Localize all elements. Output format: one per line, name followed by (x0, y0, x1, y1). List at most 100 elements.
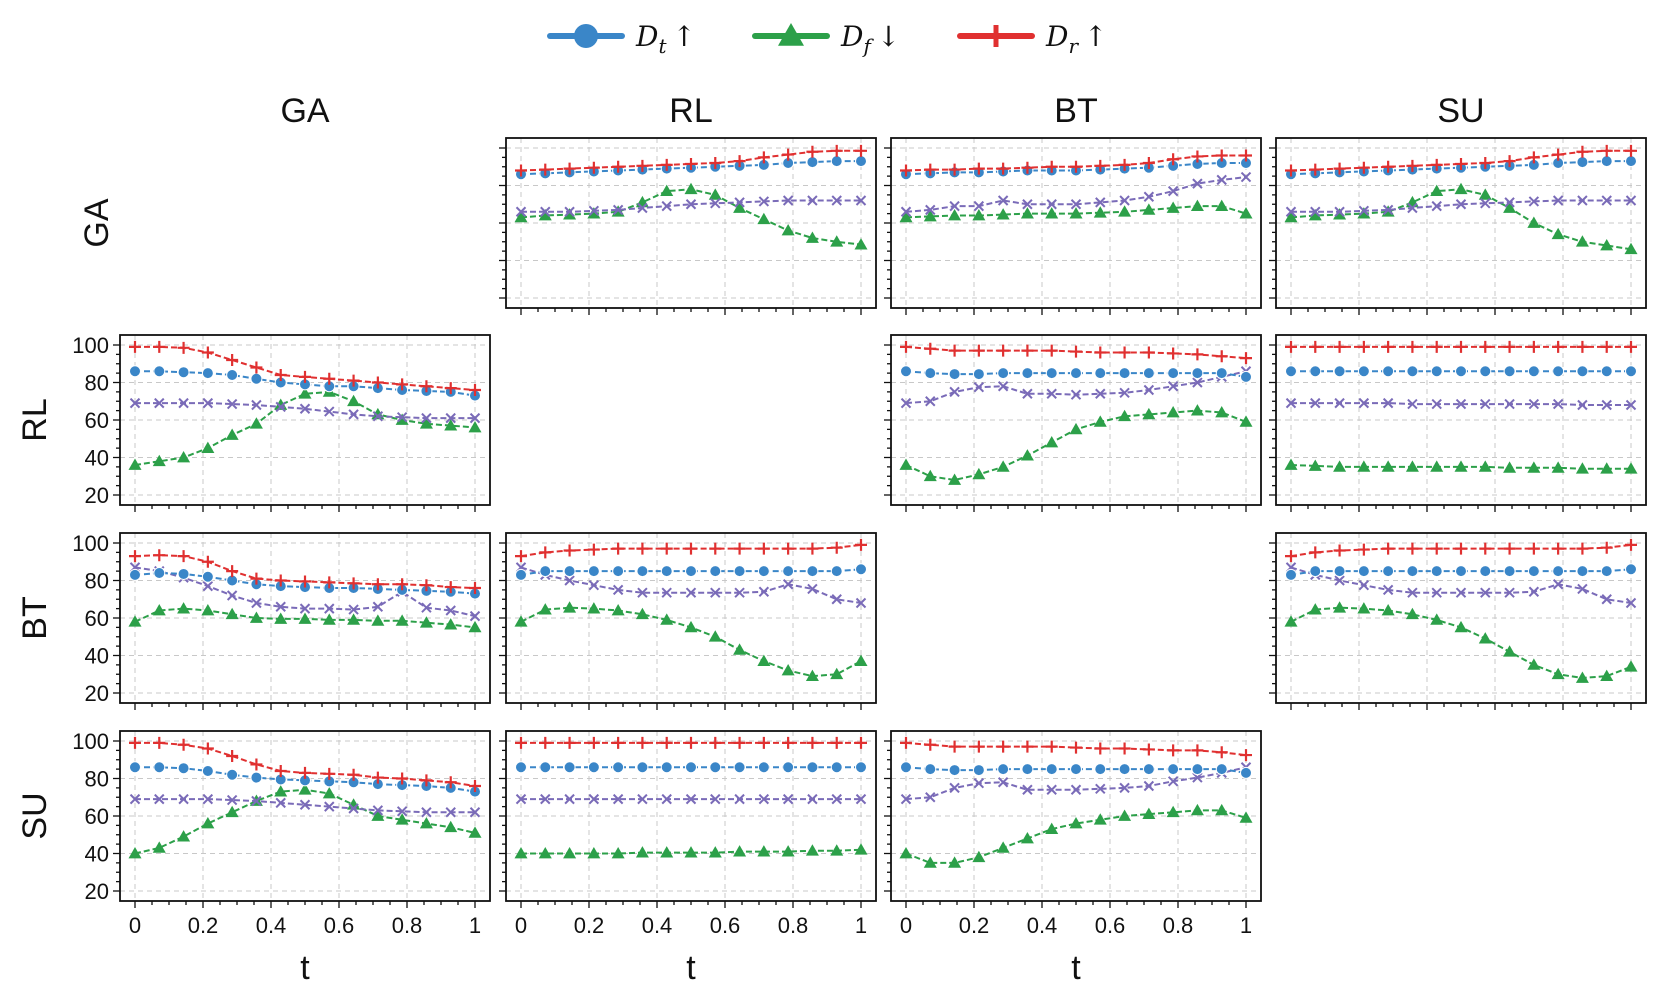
data-point (444, 382, 457, 395)
data-point (324, 801, 335, 812)
data-point (1430, 565, 1443, 578)
data-point (831, 195, 842, 206)
data-point (806, 156, 819, 169)
data-point (1601, 195, 1612, 206)
data-point (1479, 365, 1492, 378)
data-point (900, 206, 912, 217)
data-point (948, 163, 961, 176)
data-point (1527, 461, 1541, 473)
series-line (1290, 149, 1631, 172)
column-header-ga: GA (280, 92, 329, 130)
subplot-bt-rl (499, 532, 877, 710)
data-point (1093, 415, 1107, 427)
data-point (420, 380, 433, 393)
data-point (855, 538, 867, 551)
ticks (1269, 344, 1632, 512)
data-point (1021, 740, 1034, 753)
x-tick-label: 0.2 (959, 913, 990, 938)
data-point (322, 613, 336, 625)
data-point (1240, 766, 1252, 779)
data-point (323, 372, 336, 385)
data-point (637, 587, 648, 598)
data-point (1431, 398, 1442, 410)
data-point (1166, 201, 1180, 213)
data-point (201, 742, 214, 755)
data-point (251, 399, 262, 411)
data-point (685, 761, 697, 774)
data-point (539, 736, 552, 749)
y-tick-label: 20 (85, 483, 109, 508)
data-point (250, 361, 263, 374)
data-point (1527, 216, 1541, 228)
legend-label: Df ↓ (840, 20, 900, 58)
data-point (612, 160, 625, 173)
data-point (1575, 462, 1589, 474)
data-point (855, 195, 867, 206)
data-point (806, 542, 819, 555)
data-point (1239, 207, 1253, 219)
data-point (807, 583, 818, 595)
data-point (685, 565, 697, 578)
data-point (1021, 161, 1034, 174)
series-dr (129, 340, 481, 396)
data-point (538, 847, 552, 859)
data-point (925, 792, 936, 803)
data-point (201, 817, 215, 829)
data-point (515, 164, 527, 177)
data-point (1625, 399, 1637, 411)
data-point (709, 542, 722, 555)
data-point (1406, 565, 1419, 578)
data-point (997, 367, 1010, 380)
data-point (612, 204, 624, 216)
data-point (708, 846, 722, 858)
data-point (587, 761, 600, 774)
data-point (152, 604, 166, 616)
data-point (1527, 151, 1540, 164)
data-point (1046, 199, 1057, 210)
series-df (899, 803, 1253, 868)
data-point (129, 550, 141, 563)
ticks (499, 147, 862, 315)
legend-entry-Dr: Dr ↑ (957, 20, 1107, 58)
data-point (469, 384, 481, 396)
data-point (1576, 565, 1589, 578)
data-point (1577, 399, 1588, 411)
data-point (1190, 199, 1204, 211)
data-point (1528, 586, 1540, 597)
data-point (1095, 388, 1106, 399)
data-point (324, 406, 335, 417)
data-point (1552, 148, 1565, 161)
series-dr (515, 538, 867, 563)
data-point (347, 768, 360, 781)
data-point (1455, 157, 1467, 170)
data-point (226, 750, 239, 762)
data-point (972, 344, 985, 357)
data-point (445, 412, 456, 424)
data-point (1167, 381, 1179, 392)
data-point (1357, 543, 1370, 556)
series-df (1284, 182, 1638, 255)
series-dr (900, 149, 1252, 177)
data-point (1333, 544, 1346, 557)
series-dt (515, 761, 867, 774)
data-point (1069, 207, 1083, 219)
data-point (1142, 807, 1156, 819)
x-tick-label: 1 (469, 913, 481, 938)
data-point (997, 763, 1010, 776)
data-point (249, 417, 263, 429)
data-point (1215, 149, 1228, 162)
grid (120, 731, 490, 901)
x-axis-title: t (686, 949, 696, 987)
series-x (515, 195, 867, 217)
data-point (973, 381, 985, 393)
subplot-bt-ga: 20 40 60 80 100 (72, 531, 491, 710)
series-df (128, 602, 482, 633)
x-axis-title: t (300, 949, 310, 987)
data-point (923, 209, 937, 222)
data-point (201, 765, 214, 777)
data-point (347, 613, 361, 625)
data-point (709, 736, 722, 749)
data-point (274, 785, 288, 797)
data-point (1600, 340, 1613, 353)
data-point (250, 372, 263, 385)
